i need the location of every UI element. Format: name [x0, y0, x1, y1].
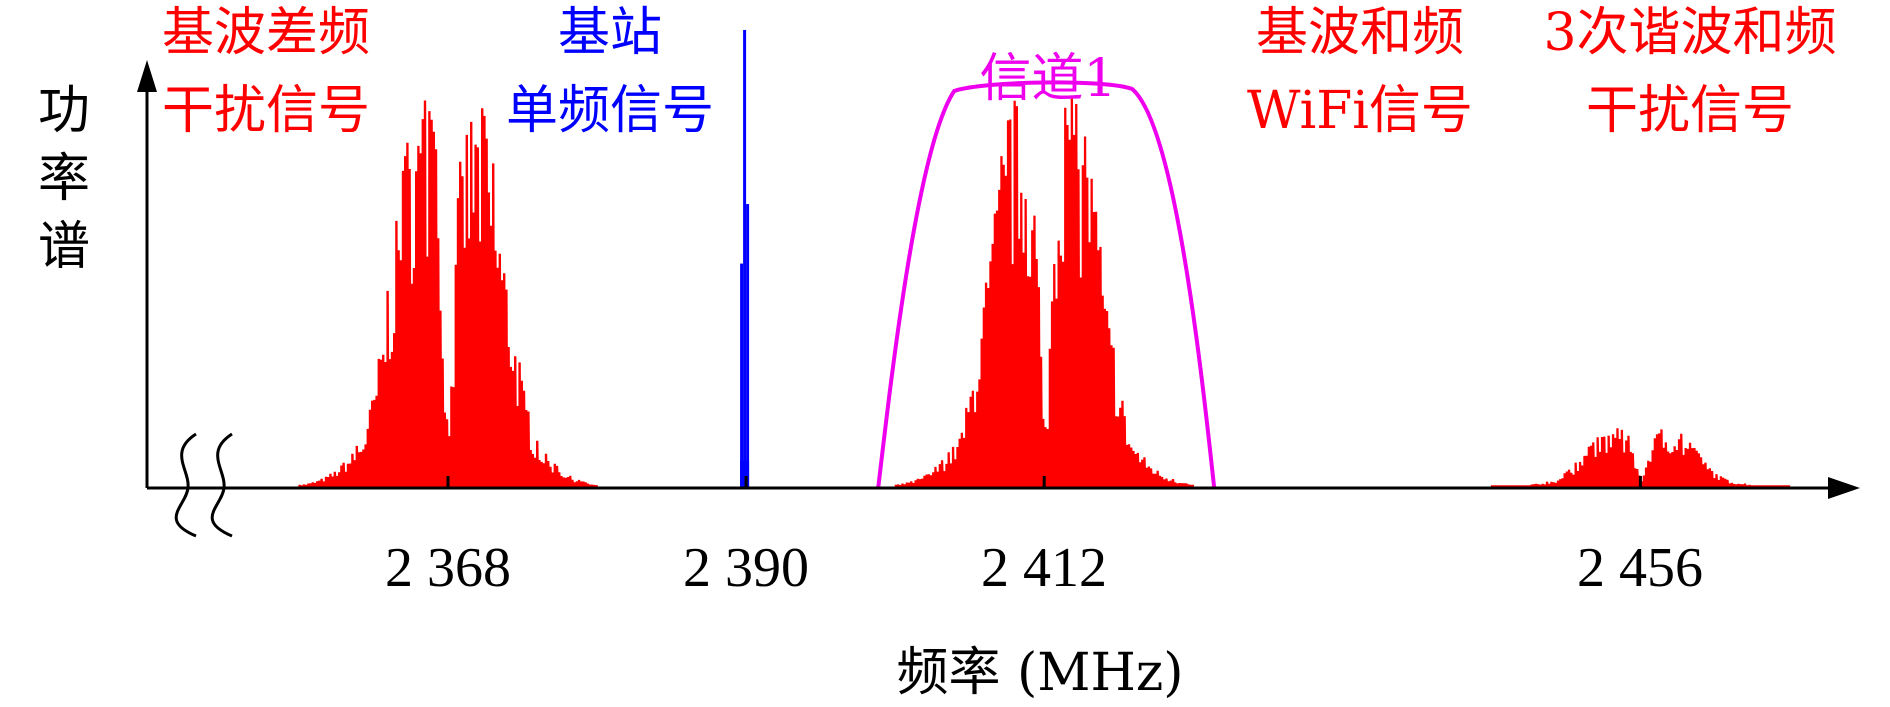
tick-label-2368: 2 368	[385, 537, 511, 599]
label-third-harmonic-line-2: 干扰信号	[1586, 81, 1794, 141]
tick-label-2456: 2 456	[1577, 537, 1703, 599]
y-axis-title-char-1: 功	[38, 81, 90, 141]
label-diff-intermod-line-1: 基波差频	[162, 3, 370, 63]
base-station-tone-bar	[746, 204, 750, 489]
x-axis-arrow	[1828, 477, 1860, 499]
axes	[137, 60, 1860, 538]
label-base-station-line-2: 单频信号	[506, 81, 714, 141]
channel-1-filter-curve	[876, 80, 1217, 489]
label-channel-1: 信道1	[979, 49, 1116, 109]
label-wifi-line-2: WiFi信号	[1247, 81, 1473, 141]
label-third-harmonic-line-1: 3次谐波和频	[1543, 3, 1836, 63]
base-station-tone-bar	[743, 30, 747, 488]
base-station-tone-bar	[740, 460, 750, 488]
label-wifi-line-1: 基波和频	[1256, 3, 1464, 63]
x-tick-marks	[446, 476, 1642, 488]
tick-label-2412: 2 412	[981, 537, 1107, 599]
axis-break-symbol-2	[210, 432, 233, 538]
tick-label-2390: 2 390	[683, 537, 809, 599]
y-axis-arrow	[137, 60, 157, 92]
spectra-group	[298, 98, 1791, 489]
interference-spectrum-2	[894, 98, 1195, 489]
base-station-tone-bar	[740, 263, 744, 488]
label-diff-intermod-line-2: 干扰信号	[162, 81, 370, 141]
label-base-station-line-1: 基站	[558, 3, 662, 63]
y-axis-title-char-2: 率	[38, 149, 90, 209]
interference-spectrum-1	[298, 100, 598, 489]
base-station-tone	[740, 30, 750, 489]
y-axis-title-char-3: 谱	[38, 217, 90, 277]
axis-break-symbol	[174, 432, 197, 538]
x-axis-title: 频率 (MHz)	[896, 643, 1183, 703]
